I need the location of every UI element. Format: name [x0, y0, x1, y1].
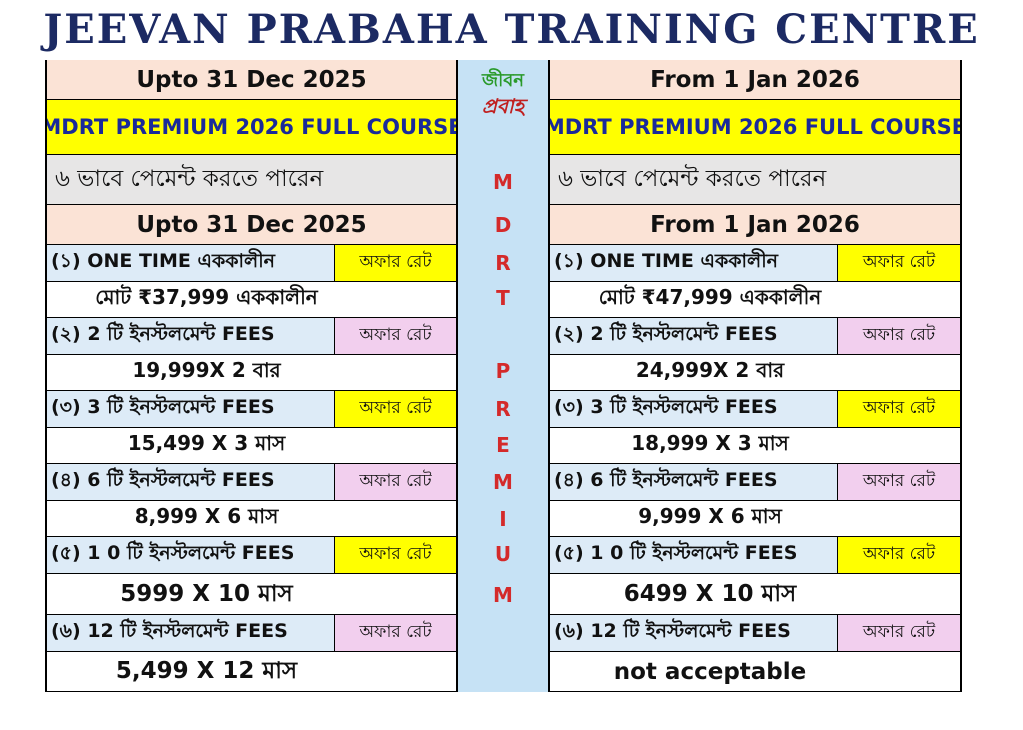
option-label: (৫) 1 0 টি ইনস্টলমেন্ট FEES — [47, 537, 335, 574]
offer-badge: অফার রেট — [335, 391, 456, 428]
amount: 9,999 X 6 মাস — [550, 501, 960, 537]
payment-note: ৬ ভাবে পেমেন্ট করতে পারেন — [47, 155, 456, 205]
offer-badge: অফার রেট — [838, 391, 960, 428]
option-label: (১) ONE TIME এককালীন — [550, 245, 838, 282]
option-label: (৩) 3 টি ইনস্টলমেন্ট FEES — [550, 391, 838, 428]
period-repeat: Upto 31 Dec 2025 — [47, 205, 456, 245]
amount: 24,999X 2 বার — [550, 355, 960, 391]
side-letter: M — [493, 583, 513, 607]
period: Upto 31 Dec 2025 — [47, 60, 456, 100]
amount: 15,499 X 3 মাস — [47, 428, 456, 464]
option-label: (৪) 6 টি ইনস্টলমেন্ট FEES — [47, 464, 335, 501]
amount: 19,999X 2 বার — [47, 355, 456, 391]
side-letter: E — [496, 433, 510, 457]
offer-badge: অফার রেট — [838, 318, 960, 355]
offer-badge: অফার রেট — [335, 245, 456, 282]
side-letter: U — [494, 542, 512, 566]
offer-badge: অফার রেট — [838, 537, 960, 574]
amount: 6499 X 10 মাস — [550, 574, 960, 615]
offer-badge: অফার রেট — [335, 537, 456, 574]
amount: 8,999 X 6 মাস — [47, 501, 456, 537]
option-label: (৪) 6 টি ইনস্টলমেন্ট FEES — [550, 464, 838, 501]
course: MDRT PREMIUM 2026 FULL COURSE — [47, 100, 456, 155]
option-label: (৫) 1 0 টি ইনস্টলমেন্ট FEES — [550, 537, 838, 574]
option-label: (৬) 12 টি ইনস্টলমেন্ট FEES — [550, 615, 838, 652]
option-label: (২) 2 টি ইনস্টলমেন্ট FEES — [47, 318, 335, 355]
option-label: (৩) 3 টি ইনস্টলমেন্ট FEES — [47, 391, 335, 428]
center-strip — [458, 60, 548, 692]
period-repeat: From 1 Jan 2026 — [550, 205, 960, 245]
amount: not acceptable — [550, 652, 960, 692]
period: From 1 Jan 2026 — [550, 60, 960, 100]
amount: 5,499 X 12 মাস — [47, 652, 456, 692]
option-label: (২) 2 টি ইনস্টলমেন্ট FEES — [550, 318, 838, 355]
side-letter: I — [499, 507, 507, 531]
table-column — [45, 60, 458, 692]
option-label: (১) ONE TIME এককালীন — [47, 245, 335, 282]
side-letter: P — [495, 359, 511, 383]
payment-note: ৬ ভাবে পেমেন্ট করতে পারেন — [550, 155, 960, 205]
amount: মোট ₹37,999 এককালীন — [47, 282, 456, 318]
offer-badge: অফার রেট — [335, 615, 456, 652]
amount: মোট ₹47,999 এককালীন — [550, 282, 960, 318]
offer-badge: অফার রেট — [335, 318, 456, 355]
side-letter: M — [493, 470, 513, 494]
side-letter: D — [494, 213, 512, 237]
offer-badge: অফার রেট — [838, 245, 960, 282]
side-letter: T — [496, 286, 510, 310]
course: MDRT PREMIUM 2026 FULL COURSE — [550, 100, 960, 155]
logo-text: জীবন — [481, 70, 524, 91]
offer-badge: অফার রেট — [838, 464, 960, 501]
side-letter: R — [495, 251, 511, 275]
side-letter: M — [493, 170, 513, 194]
option-label: (৬) 12 টি ইনস্টলমেন্ট FEES — [47, 615, 335, 652]
offer-badge: অফার রেট — [838, 615, 960, 652]
side-letter: R — [495, 397, 511, 421]
amount: 18,999 X 3 মাস — [550, 428, 960, 464]
offer-badge: অফার রেট — [335, 464, 456, 501]
logo-text: প্রবাহ — [481, 94, 525, 118]
amount: 5999 X 10 মাস — [47, 574, 456, 615]
table-column — [548, 60, 962, 692]
title: JEEVAN PRABAHA TRAINING CENTRE — [43, 6, 980, 53]
